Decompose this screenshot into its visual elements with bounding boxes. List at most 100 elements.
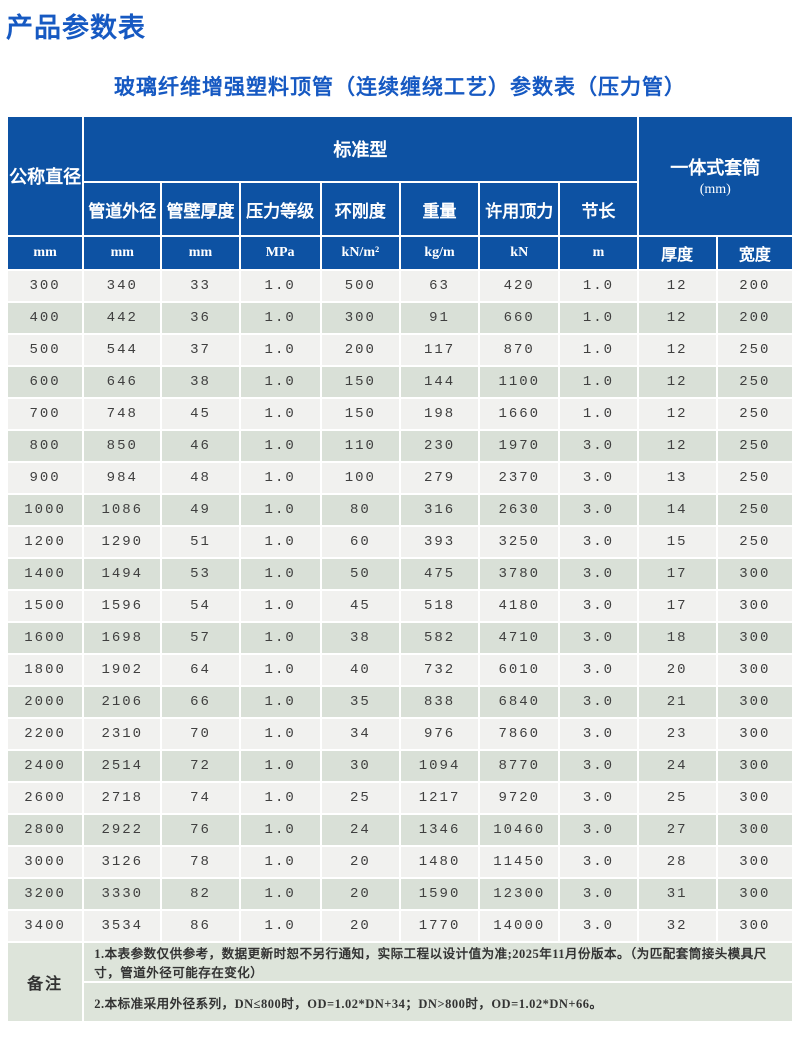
table-cell: 2200 — [8, 719, 83, 749]
table-cell: 20 — [321, 879, 399, 909]
table-body: 300 340 33 1.0 500 63 420 1.0 12 200 400 442 36 1.0 30… — [8, 271, 792, 941]
table-row: 3400 3534 86 1.0 20 1770 14000 3.0 32 300 — [8, 911, 792, 941]
product-parameter-table: 公称直径 标准型 一体式套筒 (mm) 管道外径 管壁厚度 压力等级 环刚度 重… — [6, 115, 794, 1023]
table-cell: 1.0 — [240, 527, 320, 557]
table-row: 700 748 45 1.0 150 198 1660 1.0 12 250 — [8, 399, 792, 429]
table-cell: 38 — [321, 623, 399, 653]
table-cell: 3250 — [480, 527, 559, 557]
table-cell: 250 — [717, 527, 792, 557]
table-cell: 37 — [162, 335, 239, 365]
table-cell: 33 — [162, 271, 239, 301]
table-cell: 20 — [638, 655, 716, 685]
table-cell: 250 — [717, 431, 792, 461]
page-subtitle: 玻璃纤维增强塑料顶管（连续缠绕工艺）参数表（压力管） — [114, 76, 686, 99]
table-cell: 400 — [8, 303, 83, 333]
table-cell: 63 — [400, 271, 479, 301]
table-cell: 53 — [162, 559, 239, 589]
table-cell: 49 — [162, 495, 239, 525]
table-cell: 3000 — [8, 847, 83, 877]
table-cell: 1.0 — [240, 431, 320, 461]
table-cell: 198 — [400, 399, 479, 429]
table-cell: 1.0 — [240, 303, 320, 333]
table-cell: 21 — [638, 687, 716, 717]
table-cell: 54 — [162, 591, 239, 621]
table-cell: 279 — [400, 463, 479, 493]
table-row: 1800 1902 64 1.0 40 732 6010 3.0 20 300 — [8, 655, 792, 685]
table-cell: 20 — [321, 911, 399, 941]
table-row: 2800 2922 76 1.0 24 1346 10460 3.0 27 300 — [8, 815, 792, 845]
table-cell: 300 — [717, 559, 792, 589]
table-cell: 1.0 — [560, 271, 637, 301]
table-cell: 3.0 — [560, 879, 637, 909]
table-cell: 393 — [400, 527, 479, 557]
table-cell: 1.0 — [240, 367, 320, 397]
table-cell: 420 — [480, 271, 559, 301]
table-cell: 17 — [638, 591, 716, 621]
header-sleeve-width: 宽度 — [717, 237, 792, 269]
table-cell: 150 — [321, 367, 399, 397]
table-cell: 3.0 — [560, 783, 637, 813]
header-weight: 重量 — [400, 183, 479, 235]
table-cell: 20 — [321, 847, 399, 877]
table-cell: 91 — [400, 303, 479, 333]
table-cell: 1480 — [400, 847, 479, 877]
table-cell: 24 — [638, 751, 716, 781]
table-cell: 1.0 — [240, 559, 320, 589]
table-row: 1400 1494 53 1.0 50 475 3780 3.0 17 300 — [8, 559, 792, 589]
table-cell: 544 — [84, 335, 161, 365]
table-cell: 45 — [321, 591, 399, 621]
table-cell: 2800 — [8, 815, 83, 845]
table-cell: 9720 — [480, 783, 559, 813]
header-sleeve-thickness: 厚度 — [638, 237, 716, 269]
table-cell: 1902 — [84, 655, 161, 685]
notes-label: 备注 — [8, 943, 83, 1021]
table-cell: 300 — [717, 847, 792, 877]
table-row: 3200 3330 82 1.0 20 1590 12300 3.0 31 300 — [8, 879, 792, 909]
table-cell: 1.0 — [240, 847, 320, 877]
header-ring-stiffness: 环刚度 — [321, 183, 399, 235]
table-cell: 12 — [638, 303, 716, 333]
table-cell: 700 — [8, 399, 83, 429]
table-cell: 300 — [8, 271, 83, 301]
table-cell: 475 — [400, 559, 479, 589]
table-cell: 1.0 — [240, 719, 320, 749]
table-row: 1600 1698 57 1.0 38 582 4710 3.0 18 300 — [8, 623, 792, 653]
table-cell: 117 — [400, 335, 479, 365]
table-cell: 72 — [162, 751, 239, 781]
table-cell: 300 — [717, 687, 792, 717]
table-cell: 24 — [321, 815, 399, 845]
table-cell: 1.0 — [560, 399, 637, 429]
table-cell: 3330 — [84, 879, 161, 909]
table-row: 1200 1290 51 1.0 60 393 3250 3.0 15 250 — [8, 527, 792, 557]
table-cell: 1290 — [84, 527, 161, 557]
table-cell: 1.0 — [240, 623, 320, 653]
table-cell: 1086 — [84, 495, 161, 525]
table-cell: 1.0 — [240, 399, 320, 429]
table-cell: 51 — [162, 527, 239, 557]
table-row: 2600 2718 74 1.0 25 1217 9720 3.0 25 300 — [8, 783, 792, 813]
unit-outer-diameter: mm — [84, 237, 161, 269]
table-cell: 1.0 — [240, 271, 320, 301]
table-cell: 34 — [321, 719, 399, 749]
unit-nominal-diameter: mm — [8, 237, 83, 269]
table-cell: 18 — [638, 623, 716, 653]
table-cell: 1000 — [8, 495, 83, 525]
table-cell: 660 — [480, 303, 559, 333]
table-cell: 1.0 — [240, 463, 320, 493]
table-cell: 1590 — [400, 879, 479, 909]
table-cell: 1500 — [8, 591, 83, 621]
table-cell: 8770 — [480, 751, 559, 781]
table-row: 500 544 37 1.0 200 117 870 1.0 12 250 — [8, 335, 792, 365]
table-row: 600 646 38 1.0 150 144 1100 1.0 12 250 — [8, 367, 792, 397]
table-cell: 80 — [321, 495, 399, 525]
table-cell: 582 — [400, 623, 479, 653]
table-row: 2400 2514 72 1.0 30 1094 8770 3.0 24 300 — [8, 751, 792, 781]
table-cell: 3.0 — [560, 431, 637, 461]
unit-ring-stiffness: kN/m² — [321, 237, 399, 269]
table-cell: 1660 — [480, 399, 559, 429]
table-cell: 1.0 — [560, 335, 637, 365]
table-cell: 838 — [400, 687, 479, 717]
table-cell: 12 — [638, 431, 716, 461]
table-cell: 300 — [717, 751, 792, 781]
table-cell: 3.0 — [560, 495, 637, 525]
